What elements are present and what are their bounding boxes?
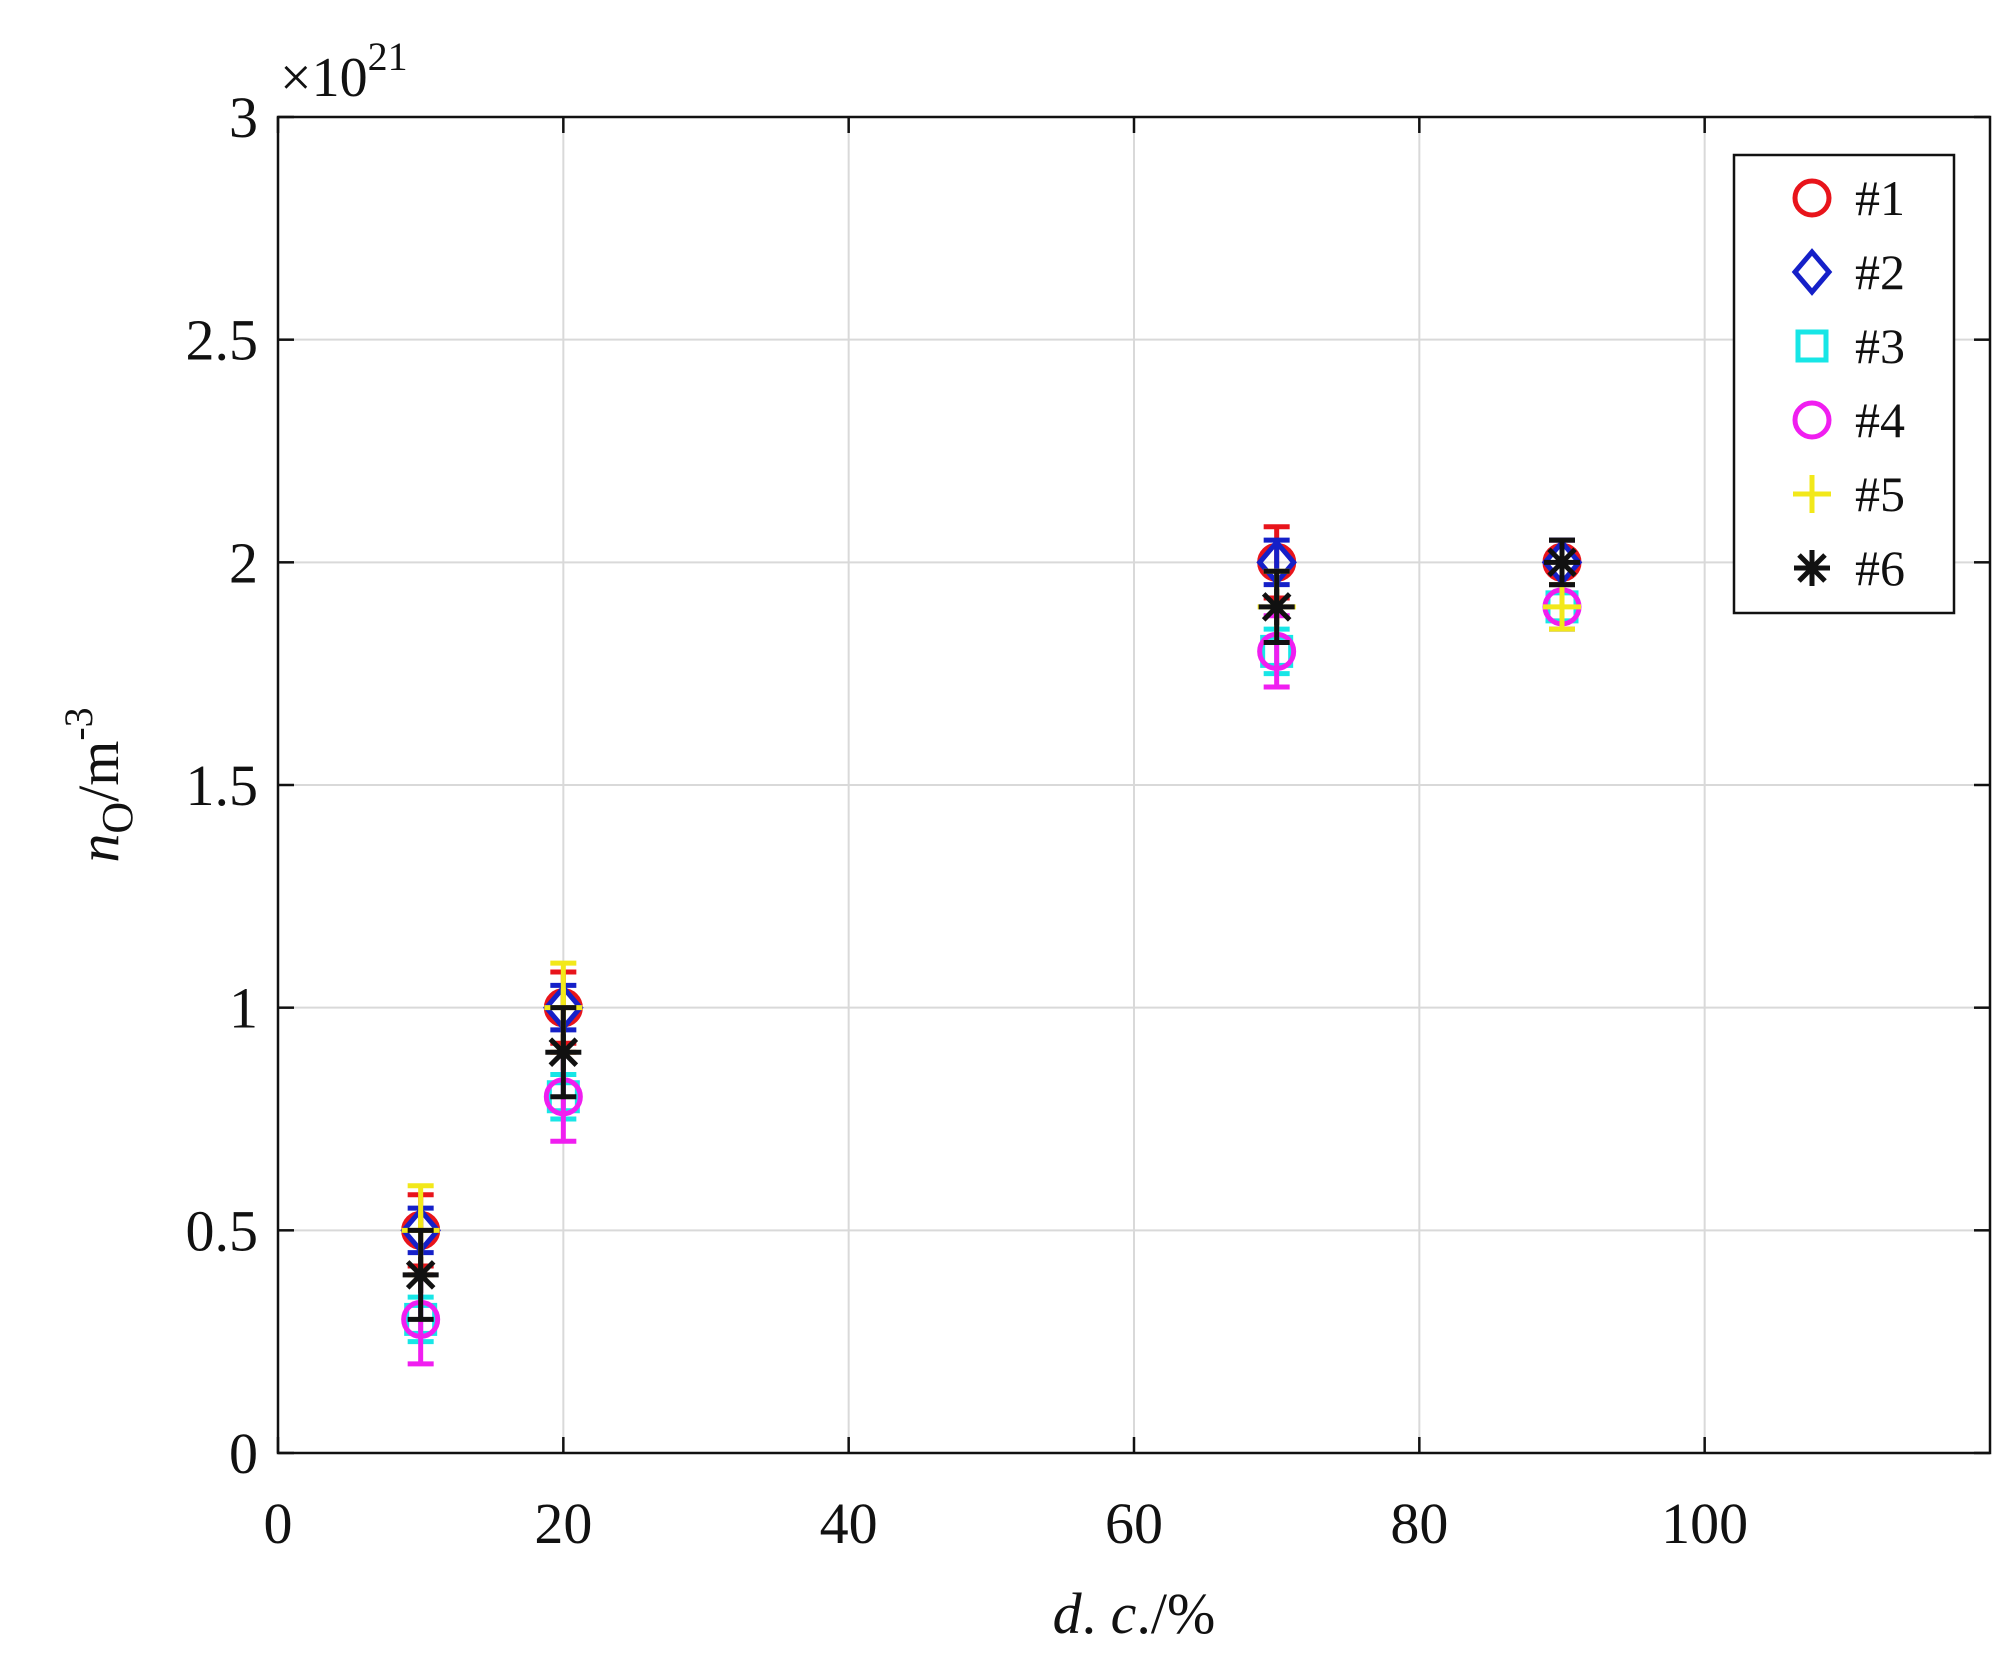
x-axis-title-c: c — [1111, 1581, 1137, 1646]
x-axis-title-d: d — [1053, 1581, 1083, 1646]
y-tick-label-1: 0.5 — [186, 1198, 259, 1263]
series-6-point-0 — [402, 1256, 439, 1293]
tick-marks — [276, 115, 1990, 1455]
y-exponent-times: ×10 — [280, 47, 368, 109]
y-tick-label-6: 3 — [229, 85, 258, 150]
legend-marker-3 — [1795, 329, 1829, 363]
legend-markers — [1791, 178, 1833, 586]
legend-marker-2 — [1791, 248, 1833, 296]
series-layer — [400, 524, 1583, 1367]
legend-marker-4 — [1792, 400, 1832, 440]
legend: #1 #2 #3 #4 #5 #6 — [1732, 153, 1956, 615]
y-tick-labels: 0 0.5 1 1.5 2 2.5 3 — [186, 85, 259, 1486]
x-tick-label-4: 80 — [1390, 1491, 1448, 1556]
legend-label-1: #1 — [1855, 170, 1905, 226]
series-6-point-2 — [1258, 588, 1295, 625]
series-6-point-3 — [1544, 544, 1580, 581]
x-axis-title: d. c./% — [1053, 1581, 1216, 1646]
grid-lines — [278, 117, 1990, 1453]
series-5-point-3 — [1543, 587, 1581, 626]
x-axis-title-sep: . — [1082, 1581, 1111, 1646]
y-tick-label-0: 0 — [229, 1421, 258, 1486]
x-tick-label-5: 100 — [1661, 1491, 1748, 1556]
x-tick-label-2: 40 — [820, 1491, 878, 1556]
y-tick-label-2: 1 — [229, 976, 258, 1041]
legend-label-6: #6 — [1855, 540, 1905, 596]
series-6 — [402, 537, 1580, 1322]
y-exponent-power: 21 — [368, 34, 408, 79]
x-tick-labels: 0 20 40 60 80 100 — [264, 1491, 1749, 1556]
y-axis-title-sup: -3 — [56, 707, 101, 740]
y-tick-label-3: 1.5 — [186, 753, 259, 818]
legend-label-5: #5 — [1855, 466, 1905, 522]
x-tick-label-0: 0 — [264, 1491, 293, 1556]
y-axis-title-n: n — [66, 834, 131, 863]
y-axis-title-sub: O — [93, 802, 142, 834]
y-tick-label-4: 2 — [229, 530, 258, 595]
y-axis-title-unit: /m — [66, 741, 131, 802]
legend-marker-1 — [1792, 178, 1832, 218]
x-axis-title-unit: ./% — [1136, 1581, 1215, 1646]
series-6-point-1 — [545, 1034, 582, 1071]
legend-box — [1732, 153, 1956, 615]
legend-marker-5 — [1793, 475, 1831, 513]
legend-label-4: #4 — [1855, 392, 1905, 448]
x-tick-label-1: 20 — [534, 1491, 592, 1556]
legend-label-2: #2 — [1855, 244, 1905, 300]
y-axis-title: nO/m-3 — [56, 707, 142, 862]
y-axis-exponent: ×1021 — [280, 34, 408, 109]
legend-label-3: #3 — [1855, 318, 1905, 374]
y-tick-label-5: 2.5 — [186, 308, 259, 373]
legend-marker-6 — [1794, 550, 1830, 586]
x-tick-label-3: 60 — [1105, 1491, 1163, 1556]
